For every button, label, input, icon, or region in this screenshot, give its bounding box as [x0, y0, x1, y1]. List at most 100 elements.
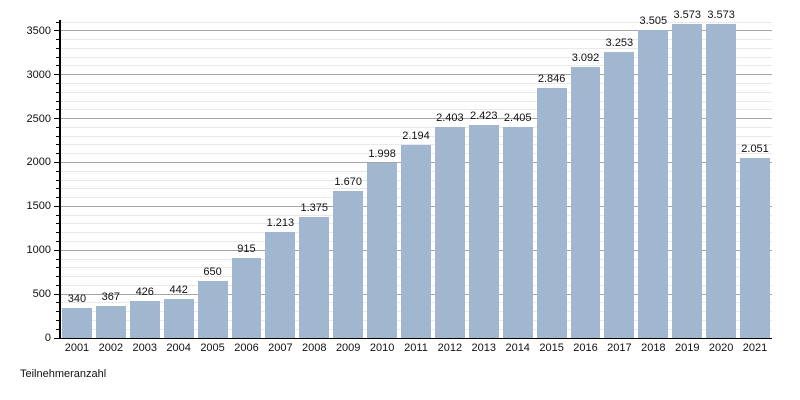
y-major-tick — [54, 205, 60, 207]
minor-gridline — [60, 100, 772, 102]
bar-value-label: 915 — [237, 242, 256, 255]
bar — [129, 300, 160, 338]
x-tick-label: 2020 — [708, 342, 734, 354]
x-tick-label: 2013 — [471, 342, 497, 354]
x-axis-line — [59, 337, 772, 339]
bar — [163, 299, 194, 338]
bar-value-label: 367 — [101, 290, 121, 303]
y-major-tick — [54, 337, 60, 339]
x-tick-label: 2006 — [234, 342, 259, 354]
bar — [62, 308, 92, 338]
bar — [231, 257, 262, 338]
x-tick-label: 2003 — [132, 342, 157, 354]
x-tick-label: 2002 — [98, 342, 124, 354]
y-minor-tick — [56, 109, 60, 111]
bar — [265, 231, 296, 338]
y-major-tick — [54, 30, 60, 32]
x-tick-label: 2018 — [641, 342, 666, 354]
bar-value-label: 442 — [169, 284, 188, 297]
y-minor-tick — [56, 214, 60, 216]
minor-gridline — [60, 82, 772, 84]
y-minor-tick — [56, 126, 60, 128]
bar — [502, 126, 533, 338]
y-minor-tick — [56, 284, 60, 286]
y-minor-tick — [56, 153, 60, 155]
y-minor-tick — [56, 170, 60, 172]
x-tick-label: 2021 — [742, 342, 768, 354]
x-tick-label: 2001 — [64, 342, 90, 354]
y-tick-label: 500 — [32, 288, 51, 301]
x-tick-label: 2004 — [166, 342, 191, 354]
bar — [333, 191, 364, 338]
y-minor-tick — [56, 21, 60, 23]
bar-value-label: 3.573 — [673, 9, 701, 22]
y-minor-tick — [56, 328, 60, 330]
minor-gridline — [60, 21, 772, 23]
y-minor-tick — [56, 276, 60, 278]
minor-gridline — [60, 47, 772, 49]
bar-value-label: 1.375 — [300, 202, 329, 215]
y-minor-tick — [56, 240, 60, 242]
bar — [638, 30, 669, 338]
bar — [95, 305, 126, 338]
x-tick-label: 2016 — [573, 342, 598, 354]
x-tick-label: 2007 — [268, 342, 293, 354]
major-gridline — [60, 30, 772, 32]
y-minor-tick — [56, 39, 60, 41]
x-tick-label: 2017 — [607, 342, 632, 354]
bar-value-label: 340 — [67, 293, 87, 306]
y-minor-tick — [56, 311, 60, 313]
bar — [468, 125, 499, 338]
y-axis-line — [59, 20, 61, 338]
minor-gridline — [60, 109, 772, 111]
y-major-tick — [54, 74, 60, 76]
x-tick-label: 2015 — [539, 342, 564, 354]
y-minor-tick — [56, 91, 60, 93]
bar-value-label: 2.051 — [741, 142, 769, 155]
minor-gridline — [60, 56, 772, 58]
minor-gridline — [60, 126, 772, 128]
bar-value-label: 3.092 — [571, 51, 600, 64]
y-tick-label: 2000 — [26, 156, 51, 169]
x-tick-label: 2008 — [302, 342, 327, 354]
bar — [672, 24, 703, 338]
y-tick-label: 3500 — [26, 24, 51, 37]
bar-value-label: 2.403 — [436, 112, 464, 125]
y-minor-tick — [56, 197, 60, 199]
bar — [536, 88, 567, 338]
bar-value-label: 2.194 — [402, 130, 430, 143]
bar-value-label: 3.573 — [707, 9, 735, 22]
y-axis-title: Teilnehmeranzahl — [20, 368, 107, 380]
y-minor-tick — [56, 223, 60, 225]
bar-value-label: 3.505 — [639, 15, 668, 28]
y-major-tick — [54, 161, 60, 163]
y-tick-label: 2500 — [26, 112, 51, 125]
bar-value-label: 3.253 — [605, 37, 634, 50]
minor-gridline — [60, 135, 772, 137]
x-tick-label: 2005 — [200, 342, 225, 354]
bar — [197, 280, 228, 338]
y-major-tick — [54, 249, 60, 251]
minor-gridline — [60, 39, 772, 41]
bar — [299, 217, 330, 338]
y-minor-tick — [56, 302, 60, 304]
x-tick-label: 2010 — [369, 342, 395, 354]
y-minor-tick — [56, 179, 60, 181]
y-minor-tick — [56, 258, 60, 260]
bar — [706, 24, 737, 338]
bar — [434, 127, 465, 338]
minor-gridline — [60, 144, 772, 146]
x-tick-label: 2012 — [437, 342, 463, 354]
x-tick-label: 2019 — [674, 342, 700, 354]
major-gridline — [60, 74, 772, 76]
minor-gridline — [60, 65, 772, 67]
bar — [604, 52, 635, 338]
x-tick-label: 2011 — [404, 342, 428, 354]
y-minor-tick — [56, 232, 60, 234]
y-minor-tick — [56, 100, 60, 102]
bar-value-label: 2.423 — [470, 110, 498, 123]
y-major-tick — [54, 118, 60, 120]
x-tick-label: 2009 — [335, 342, 361, 354]
bar-value-label: 650 — [203, 265, 222, 278]
y-minor-tick — [56, 188, 60, 190]
